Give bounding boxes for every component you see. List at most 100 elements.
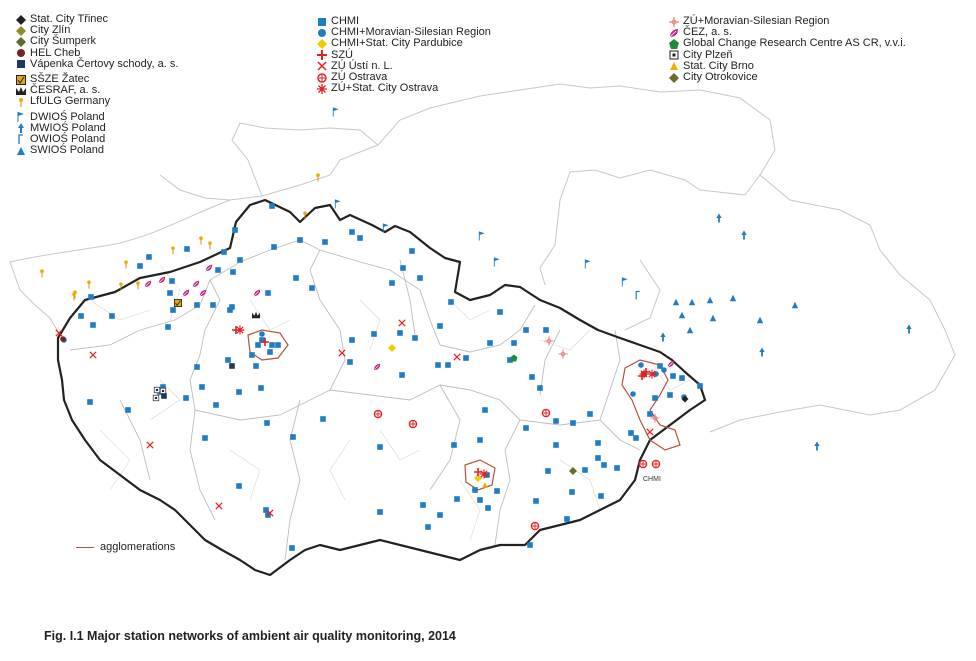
red-circle-plus-marker — [408, 419, 418, 429]
blue-square-marker — [614, 465, 620, 471]
red-cross-icon — [315, 50, 329, 61]
magenta-leaf-marker — [192, 280, 200, 288]
blue-square-marker — [477, 497, 483, 503]
blue-square-marker — [445, 362, 451, 368]
legend-left-item: HEL Cheb — [14, 47, 178, 59]
blue-square-marker — [194, 364, 200, 370]
blue-square-marker — [523, 425, 529, 431]
other-station-markers — [40, 173, 689, 531]
blue-square-marker — [320, 416, 326, 422]
blue-square-marker — [322, 239, 328, 245]
blue-square-marker — [587, 411, 593, 417]
blue-circle-icon — [315, 27, 329, 38]
blue-arrow-up-marker — [660, 332, 666, 342]
chmi-station-markers — [78, 203, 703, 551]
legend-left-label: MWIOŚ Poland — [30, 121, 106, 134]
red-x-marker — [646, 428, 654, 436]
blue-circle-marker — [661, 367, 667, 373]
blue-square-marker — [90, 322, 96, 328]
orange-pin-marker — [136, 281, 140, 290]
blue-square-marker — [569, 489, 575, 495]
legend-right: ZÚ+Moravian-Silesian Region ČEZ, a. s. Glo… — [667, 15, 906, 83]
blue-square-marker — [582, 467, 588, 473]
legend-middle-item: CHMI — [315, 15, 491, 27]
orange-pin-marker — [124, 260, 128, 269]
chmi-small-label: CHMI — [643, 476, 661, 483]
legend-left-item: MWIOŚ Poland — [14, 121, 178, 134]
blue-square-marker — [125, 407, 131, 413]
blue-square-marker — [652, 395, 658, 401]
blue-square-marker — [236, 483, 242, 489]
blue-square-marker — [553, 418, 559, 424]
blue-square-marker — [477, 437, 483, 443]
green-pentagon-icon — [667, 38, 681, 49]
blue-triangle-marker — [729, 294, 737, 302]
blue-square-marker — [269, 342, 275, 348]
blue-square-marker — [437, 512, 443, 518]
maroon-circle-marker — [60, 336, 66, 342]
black-crown-icon — [14, 85, 28, 96]
magenta-leaf-marker — [199, 289, 207, 297]
pink-cross-marker — [650, 413, 660, 423]
blue-square-marker — [87, 399, 93, 405]
blue-square-marker — [293, 275, 299, 281]
blue-triangle-marker — [706, 296, 714, 304]
orange-pin-marker — [40, 269, 44, 278]
red-x-marker — [338, 349, 346, 357]
orange-pin-icon — [14, 96, 28, 107]
blue-square-marker — [533, 498, 539, 504]
blue-square-marker — [507, 357, 513, 363]
legend-right-item: City Plzeň — [667, 49, 906, 61]
blue-square-marker — [463, 355, 469, 361]
legend-left: Stat. City Třinec City Zlín City Šumperk HE… — [14, 13, 178, 157]
blue-square-marker — [265, 290, 271, 296]
blue-square-marker — [255, 342, 261, 348]
blue-triangle-marker — [678, 311, 686, 319]
blue-square-marker — [454, 496, 460, 502]
blue-square-marker — [451, 442, 457, 448]
blue-hook-icon — [14, 134, 28, 145]
blue-square-marker — [167, 290, 173, 296]
blue-square-marker — [448, 299, 454, 305]
blue-square-marker — [236, 389, 242, 395]
blue-square-marker — [523, 327, 529, 333]
blue-square-marker — [482, 407, 488, 413]
legend-middle-label: SZÚ — [331, 48, 353, 61]
red-circle-plus-marker — [530, 521, 540, 531]
magenta-leaf-marker — [373, 363, 381, 371]
legend-left-item: DWIOŚ Poland — [14, 110, 178, 123]
blue-square-marker — [564, 516, 570, 522]
blue-square-marker — [146, 254, 152, 260]
blue-square-marker — [271, 244, 277, 250]
yellow-diamond-marker — [474, 474, 482, 482]
orange-pin-marker — [303, 211, 307, 220]
blue-arrow-up-icon — [14, 123, 28, 134]
red-cross-marker — [474, 468, 482, 476]
blue-square-marker — [553, 442, 559, 448]
legend-right-item: Stat. City Brno — [667, 59, 906, 72]
legend-middle-item: CHMI+Moravian-Silesian Region — [315, 26, 491, 38]
blue-flag-marker — [382, 223, 389, 233]
blue-arrow-up-marker — [814, 441, 820, 451]
square-dot-marker — [153, 386, 161, 394]
blue-square-marker — [657, 363, 663, 369]
blue-square-marker — [357, 235, 363, 241]
legend-right-label: Stat. City Brno — [683, 59, 754, 72]
legend-left-label: LfULG Germany — [30, 95, 111, 108]
blue-square-marker — [269, 203, 275, 209]
legend-left-item: City Zlín — [14, 24, 178, 36]
blue-square-marker — [527, 542, 533, 548]
blue-flag-icon — [14, 112, 28, 123]
blue-square-marker — [400, 265, 406, 271]
blue-square-marker — [397, 330, 403, 336]
legend-left-label: OWIOŚ Poland — [30, 132, 106, 145]
blue-square-marker — [253, 363, 259, 369]
blue-square-marker — [259, 337, 265, 343]
legend-left-label: SWIOŚ Poland — [30, 144, 104, 157]
red-circle-plus-marker — [651, 459, 661, 469]
legend-left-item: City Šumperk — [14, 36, 178, 47]
blue-triangle-marker — [672, 298, 680, 306]
legend-left-label: DWIOŚ Poland — [30, 110, 105, 123]
blue-square-marker — [263, 507, 269, 513]
